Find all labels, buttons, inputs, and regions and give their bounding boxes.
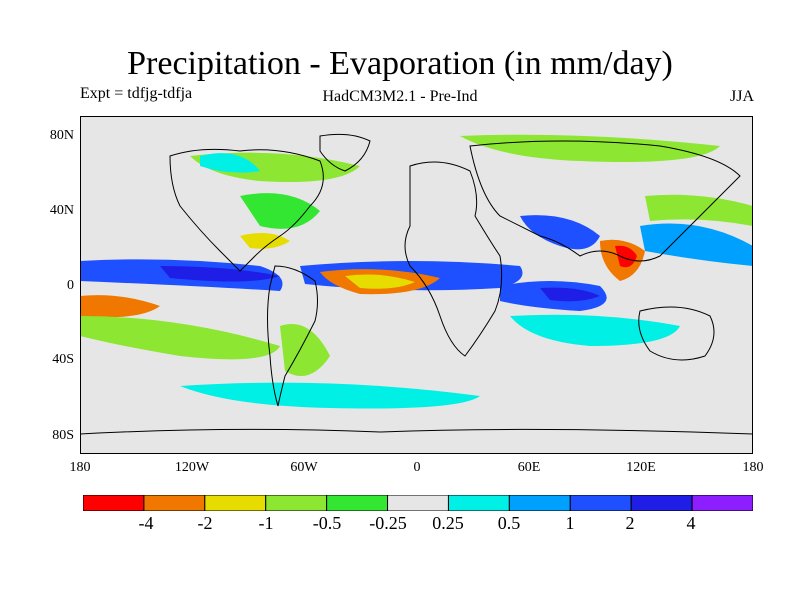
colorbar-swatch	[326, 495, 389, 511]
colorbar-label: 4	[686, 513, 696, 533]
greenland-coast	[319, 133, 371, 172]
lon-tick-180e: 180	[742, 460, 764, 475]
lat-tick-80n: 80N	[49, 128, 74, 143]
colorbar-swatch	[387, 495, 449, 511]
lat-tick-40s: 40S	[52, 352, 74, 367]
colorbar-swatch	[569, 495, 632, 511]
lon-tick-180w: 180	[69, 460, 91, 475]
east-pacific-cyan	[200, 153, 260, 173]
colorbar-label: 1	[565, 513, 575, 533]
model-label: HadCM3M2.1 - Pre-Ind	[322, 88, 478, 105]
lat-tick-40n: 40N	[49, 203, 74, 218]
lon-tick-0: 0	[413, 460, 421, 475]
colorbar-swatch	[204, 495, 267, 511]
experiment-label: Expt = tdfjg-tdfja	[80, 85, 193, 102]
gulf-yellow	[240, 232, 290, 249]
south-ocean-cyan	[180, 382, 480, 409]
colorbar-label: 0.5	[497, 513, 521, 533]
colorbar-swatch	[691, 495, 753, 511]
colorbar-swatch	[447, 495, 510, 511]
colorbar-swatch	[83, 495, 145, 511]
europe-africa-coast	[404, 161, 503, 357]
map-frame	[80, 116, 753, 454]
colorbar-label: -4	[138, 513, 154, 533]
north-america-coast	[169, 148, 324, 272]
lat-tick-0: 0	[67, 278, 74, 293]
se-asia-dry-core	[615, 245, 637, 268]
colorbar-label: 2	[625, 513, 635, 533]
colorbar-label: -0.25	[369, 513, 407, 533]
colorbar	[83, 495, 753, 511]
india-monsoon-wet	[520, 215, 600, 250]
east-pacific-orange	[80, 295, 160, 318]
colorbar-swatch	[143, 495, 206, 511]
colorbar-label: -2	[197, 513, 213, 533]
colorbar-label: 0.25	[432, 513, 464, 533]
indian-ocean-core	[540, 287, 600, 302]
lon-tick-120w: 120W	[174, 460, 210, 475]
australia-coast	[638, 306, 715, 361]
lon-tick-60w: 60W	[290, 460, 318, 475]
antarctica-coast	[80, 428, 753, 435]
west-pacific-wet	[640, 223, 753, 266]
lat-tick-80s: 80S	[52, 428, 74, 443]
chart-title: Precipitation - Evaporation (in mm/day)	[127, 45, 673, 82]
pacific-itcz-core	[160, 266, 280, 282]
colorbar-label: -0.5	[312, 513, 342, 533]
west-pacific-green	[645, 194, 753, 226]
coastlines	[80, 133, 753, 435]
lon-tick-60e: 60E	[517, 460, 541, 475]
colorbar-label: -1	[258, 513, 274, 533]
south-america-coast	[267, 265, 318, 407]
south-pacific-green	[80, 316, 280, 360]
lon-tick-120e: 120E	[626, 460, 656, 475]
season-label: JJA	[729, 88, 754, 105]
colorbar-swatch	[508, 495, 571, 511]
colorbar-swatch	[265, 495, 328, 511]
atlantic-dry-core	[345, 274, 415, 289]
north-america-green	[240, 193, 320, 229]
precipitation-map	[80, 116, 753, 454]
colorbar-swatch	[630, 495, 693, 511]
asia-coast	[469, 140, 741, 262]
south-indian-cyan	[510, 314, 680, 346]
